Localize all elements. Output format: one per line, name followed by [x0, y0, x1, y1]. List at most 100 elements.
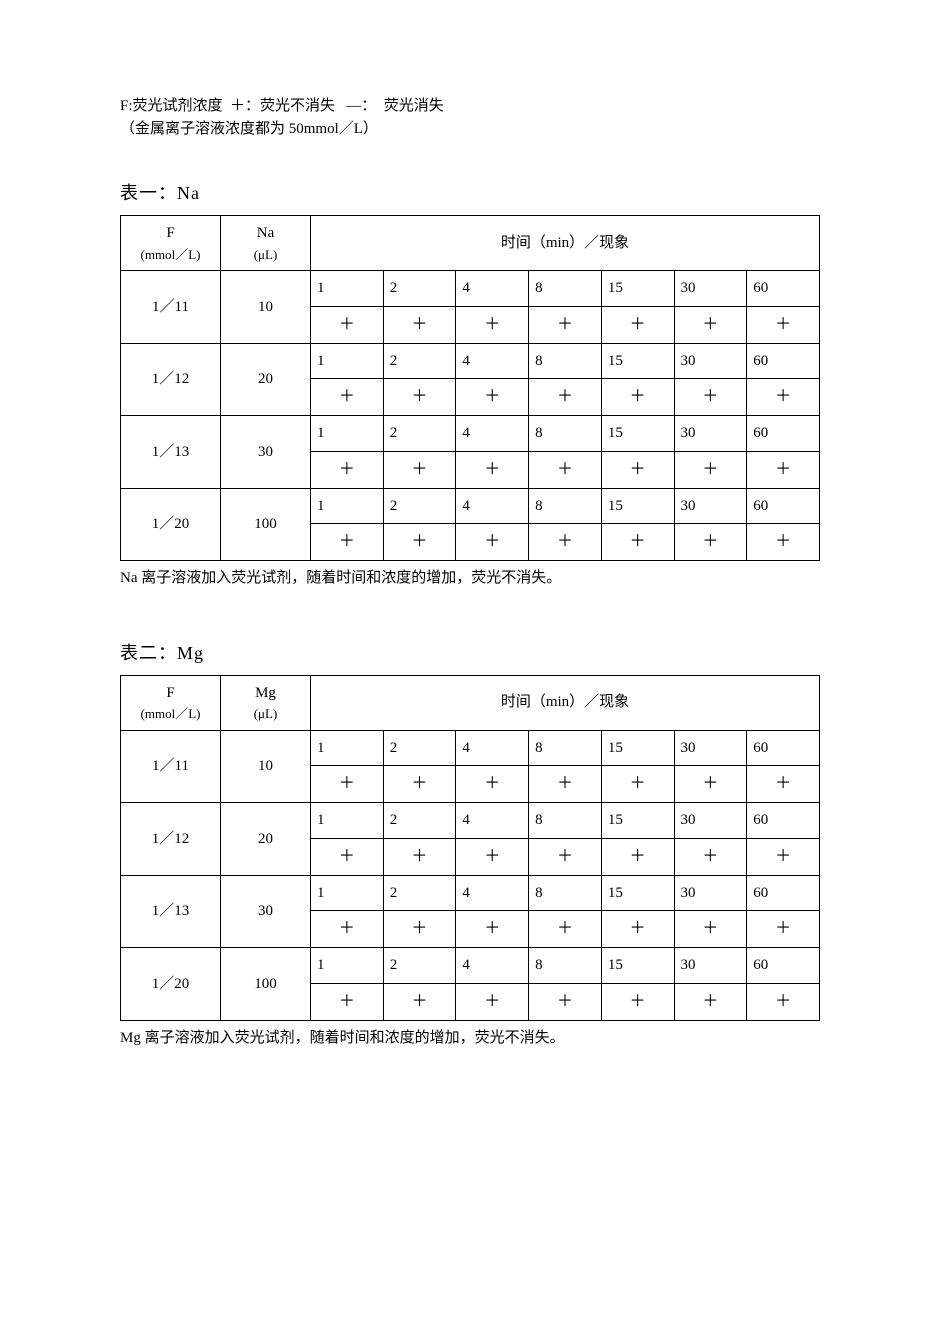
cell-ion: 20	[221, 343, 311, 416]
data-table: F(mmol／L)Mg(μL)时间（min）／现象1／1110124815306…	[120, 675, 820, 1021]
cell-result: ＋	[311, 524, 384, 561]
cell-time: 8	[529, 343, 602, 379]
cell-result: ＋	[674, 379, 747, 416]
table-row: 1／12201248153060	[121, 343, 820, 379]
cell-time: 30	[674, 488, 747, 524]
cell-result: ＋	[456, 524, 529, 561]
table-caption: Mg 离子溶液加入荧光试剂，随着时间和浓度的增加，荧光不消失。	[120, 1027, 825, 1050]
cell-result: ＋	[674, 451, 747, 488]
cell-time: 60	[747, 488, 820, 524]
cell-result: ＋	[383, 983, 456, 1020]
cell-time: 4	[456, 488, 529, 524]
cell-f: 1／12	[121, 803, 221, 876]
cell-time: 1	[311, 875, 384, 911]
cell-result: ＋	[747, 838, 820, 875]
cell-time: 8	[529, 488, 602, 524]
cell-result: ＋	[311, 766, 384, 803]
cell-time: 1	[311, 416, 384, 452]
cell-time: 15	[601, 948, 674, 984]
table-row: 1／13301248153060	[121, 416, 820, 452]
col-header-f: F(mmol／L)	[121, 216, 221, 271]
cell-result: ＋	[529, 524, 602, 561]
col-header-ion-unit: (μL)	[227, 704, 304, 724]
cell-result: ＋	[601, 766, 674, 803]
cell-f: 1／20	[121, 488, 221, 561]
cell-time: 60	[747, 730, 820, 766]
cell-time: 30	[674, 948, 747, 984]
cell-ion: 10	[221, 271, 311, 344]
cell-time: 1	[311, 730, 384, 766]
cell-f: 1／11	[121, 730, 221, 803]
col-header-ion: Na(μL)	[221, 216, 311, 271]
cell-ion: 30	[221, 416, 311, 489]
cell-result: ＋	[674, 911, 747, 948]
cell-result: ＋	[747, 451, 820, 488]
cell-time: 15	[601, 488, 674, 524]
cell-time: 60	[747, 803, 820, 839]
cell-ion: 100	[221, 488, 311, 561]
table-row: 1／11101248153060	[121, 730, 820, 766]
table-row: 1／201001248153060	[121, 948, 820, 984]
col-header-f-unit: (mmol／L)	[127, 245, 214, 265]
cell-result: ＋	[311, 983, 384, 1020]
cell-result: ＋	[674, 306, 747, 343]
table-row: 1／201001248153060	[121, 488, 820, 524]
cell-time: 1	[311, 271, 384, 307]
cell-ion: 100	[221, 948, 311, 1021]
cell-time: 2	[383, 416, 456, 452]
cell-time: 15	[601, 343, 674, 379]
cell-result: ＋	[456, 379, 529, 416]
cell-result: ＋	[383, 306, 456, 343]
table-row: 1／12201248153060	[121, 803, 820, 839]
cell-time: 15	[601, 875, 674, 911]
cell-time: 1	[311, 948, 384, 984]
cell-result: ＋	[456, 838, 529, 875]
cell-result: ＋	[383, 766, 456, 803]
cell-result: ＋	[383, 379, 456, 416]
cell-result: ＋	[601, 838, 674, 875]
cell-time: 15	[601, 730, 674, 766]
table-row: 1／11101248153060	[121, 271, 820, 307]
cell-result: ＋	[456, 911, 529, 948]
cell-time: 1	[311, 343, 384, 379]
legend-line-1: F:荧光试剂浓度 ＋：荧光不消失 —： 荧光消失	[120, 95, 825, 118]
cell-result: ＋	[601, 379, 674, 416]
cell-time: 4	[456, 948, 529, 984]
cell-time: 2	[383, 343, 456, 379]
cell-result: ＋	[311, 451, 384, 488]
cell-result: ＋	[456, 766, 529, 803]
cell-time: 15	[601, 803, 674, 839]
cell-result: ＋	[747, 379, 820, 416]
cell-result: ＋	[529, 306, 602, 343]
cell-time: 4	[456, 875, 529, 911]
cell-result: ＋	[747, 911, 820, 948]
cell-result: ＋	[601, 451, 674, 488]
cell-f: 1／12	[121, 343, 221, 416]
cell-result: ＋	[383, 911, 456, 948]
cell-time: 8	[529, 948, 602, 984]
cell-result: ＋	[456, 983, 529, 1020]
cell-result: ＋	[529, 766, 602, 803]
cell-time: 8	[529, 730, 602, 766]
col-header-ion-label: Na	[257, 225, 275, 241]
cell-time: 2	[383, 488, 456, 524]
cell-time: 2	[383, 730, 456, 766]
legend-block: F:荧光试剂浓度 ＋：荧光不消失 —： 荧光消失 （金属离子溶液浓度都为 50m…	[120, 95, 825, 140]
table-row: 1／13301248153060	[121, 875, 820, 911]
col-header-f: F(mmol／L)	[121, 675, 221, 730]
cell-time: 8	[529, 875, 602, 911]
cell-ion: 20	[221, 803, 311, 876]
cell-time: 8	[529, 803, 602, 839]
cell-time: 1	[311, 803, 384, 839]
cell-result: ＋	[311, 911, 384, 948]
cell-time: 30	[674, 875, 747, 911]
cell-time: 30	[674, 271, 747, 307]
tables-container: 表一：NaF(mmol／L)Na(μL)时间（min）／现象1／11101248…	[120, 180, 825, 1049]
cell-ion: 30	[221, 875, 311, 948]
cell-f: 1／13	[121, 875, 221, 948]
cell-ion: 10	[221, 730, 311, 803]
cell-time: 4	[456, 730, 529, 766]
legend-line-2: （金属离子溶液浓度都为 50mmol／L）	[120, 118, 825, 141]
table-title: 表一：Na	[120, 180, 825, 207]
col-header-ion-label: Mg	[255, 685, 276, 701]
